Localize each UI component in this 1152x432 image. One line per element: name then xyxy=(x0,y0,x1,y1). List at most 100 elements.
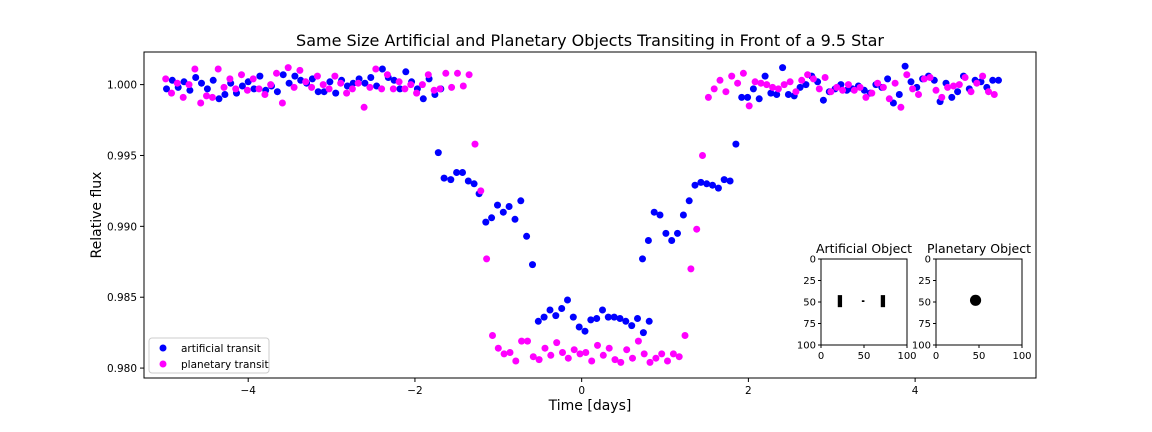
artificial-transit-point xyxy=(529,261,536,269)
artificial-transit-point xyxy=(367,74,375,81)
artificial-transit-point xyxy=(546,306,554,314)
planetary-transit-point xyxy=(850,86,858,94)
artificial-transit-point xyxy=(447,176,455,184)
planetary-transit-point xyxy=(308,83,316,91)
artificial-transit-point xyxy=(361,79,369,87)
planetary-transit-point xyxy=(961,74,969,81)
planetary-transit-point xyxy=(518,337,526,345)
artificial-transit-point xyxy=(749,85,757,93)
planetary-transit-point xyxy=(395,78,403,86)
planetary-transit-point xyxy=(401,85,409,93)
planetary-transit-point xyxy=(751,78,759,86)
planetary-transit-point xyxy=(243,86,251,94)
artificial-transit-point xyxy=(558,305,566,312)
artificial-transit-point xyxy=(668,237,676,244)
y-tick-label: 0.980 xyxy=(107,363,137,375)
x-axis-label: Time [days] xyxy=(548,398,632,414)
artificial-transit-point xyxy=(744,93,752,101)
inset-y-tick-label: 50 xyxy=(918,298,931,309)
inset-object-shape xyxy=(880,295,886,308)
planetary-transit-point xyxy=(553,339,561,347)
artificial-transit-point xyxy=(453,169,461,176)
x-axis-ticks: −4 −2 0 2 4 xyxy=(240,378,919,397)
planetary-transit-point xyxy=(798,76,806,84)
artificial-transit-point xyxy=(954,88,962,96)
planetary-transit-point xyxy=(325,85,333,93)
artificial-transit-point xyxy=(819,96,827,104)
planetary-transit-point xyxy=(757,79,765,87)
planetary-transit-point xyxy=(745,102,753,110)
planetary-transit-point xyxy=(950,82,957,90)
artificial-transit-point xyxy=(459,169,466,176)
artificial-transit-point xyxy=(796,83,804,91)
planetary-transit-point xyxy=(728,72,736,80)
planetary-transit-point xyxy=(343,89,351,97)
planetary-transit-point xyxy=(599,351,607,359)
planetary-transit-point xyxy=(302,78,310,86)
artificial-transit-point xyxy=(203,85,211,93)
artificial-transit-point xyxy=(279,71,287,79)
planetary-transit-point xyxy=(640,350,648,358)
planetary-transit-point xyxy=(348,85,356,93)
planetary-transit-point xyxy=(827,88,835,96)
artificial-transit-point xyxy=(419,95,427,103)
artificial-transit-point xyxy=(732,140,740,148)
artificial-transit-point xyxy=(575,323,583,331)
planetary-transit-point xyxy=(786,78,794,86)
planetary-transit-point xyxy=(926,74,934,81)
planetary-transit-point xyxy=(524,337,531,345)
artificial-transit-point xyxy=(628,322,636,330)
planetary-transit-point xyxy=(296,66,304,74)
artificial-transit-point xyxy=(761,72,769,80)
planetary-transit-point xyxy=(459,82,467,90)
planetary-transit-point xyxy=(261,91,269,98)
artificial-transit-point xyxy=(511,215,519,223)
artificial-transit-point xyxy=(209,76,217,84)
inset-planetary-title: Planetary Object xyxy=(927,241,1031,256)
planetary-transit-point xyxy=(284,64,292,72)
planetary-transit-point xyxy=(442,69,450,77)
artificial-transit-point xyxy=(901,62,909,70)
artificial-transit-point xyxy=(656,211,664,219)
artificial-transit-point xyxy=(192,74,200,81)
artificial-transit-point xyxy=(499,208,507,216)
planetary-transit-point xyxy=(489,332,496,339)
planetary-transit-point xyxy=(629,354,636,362)
planetary-transit-point xyxy=(238,71,245,79)
planetary-transit-point xyxy=(809,75,817,83)
inset-x-tick-label: 100 xyxy=(1012,351,1031,362)
planetary-transit-point xyxy=(494,344,502,352)
inset-object-shape xyxy=(837,295,843,308)
planetary-transit-point xyxy=(168,89,175,97)
planetary-transit-point xyxy=(710,85,718,93)
chart-title: Same Size Artificial and Planetary Objec… xyxy=(296,31,884,50)
artificial-transit-point xyxy=(679,211,687,219)
planetary-transit-point xyxy=(582,349,590,356)
artificial-transit-point xyxy=(616,315,624,322)
artificial-transit-point xyxy=(552,312,560,320)
x-tick-label: −4 xyxy=(240,385,256,397)
legend-box xyxy=(148,337,270,374)
artificial-transit-point xyxy=(610,313,618,321)
inset-y-tick-label: 75 xyxy=(918,319,931,330)
artificial-transit-point xyxy=(215,95,223,103)
artificial-transit-point xyxy=(767,89,775,97)
planetary-transit-point xyxy=(990,91,998,98)
artificial-transit-point xyxy=(326,78,334,86)
planetary-transit-point xyxy=(500,350,508,358)
planetary-transit-point xyxy=(313,72,321,80)
artificial-transit-point xyxy=(720,176,728,184)
planetary-transit-point xyxy=(564,354,572,362)
artificial-transit-point xyxy=(396,85,404,93)
inset-y-tick-label: 0 xyxy=(925,255,931,266)
artificial-transit-point xyxy=(221,91,229,98)
artificial-transit-point xyxy=(639,329,647,337)
planetary-transit-point xyxy=(897,103,905,111)
planetary-transit-point xyxy=(389,85,397,93)
planetary-transit-point xyxy=(529,353,537,361)
planetary-transit-point xyxy=(413,89,421,97)
planetary-transit-point xyxy=(220,83,228,91)
